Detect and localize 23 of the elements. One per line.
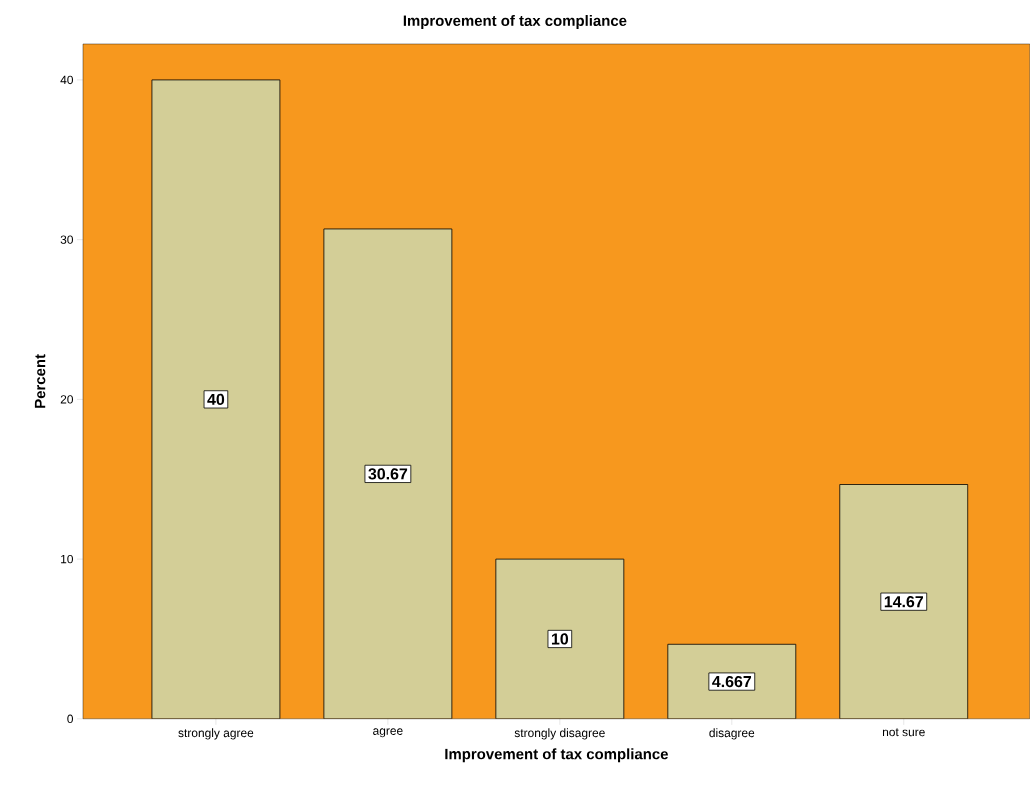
data-label: 40 bbox=[207, 393, 225, 406]
x-tick-label: disagree bbox=[709, 728, 755, 740]
bar bbox=[495, 558, 625, 719]
bar bbox=[839, 484, 969, 719]
bar bbox=[151, 79, 281, 719]
bar bbox=[323, 229, 452, 719]
data-label: 14.67 bbox=[884, 596, 923, 608]
x-axis-title: Improvement of tax compliance bbox=[445, 748, 668, 763]
bar bbox=[667, 643, 797, 719]
x-tick-label: strongly disagree bbox=[514, 728, 605, 740]
x-tick-label: strongly agree bbox=[178, 728, 254, 740]
y-tick-label: 40 bbox=[60, 75, 74, 85]
y-axis-title: Percent bbox=[34, 354, 46, 408]
data-label: 4.667 bbox=[712, 676, 752, 688]
y-tick-label: 30 bbox=[60, 235, 74, 244]
x-tick-label: not sure bbox=[882, 728, 925, 737]
chart-title: Improvement of tax compliance bbox=[403, 15, 627, 30]
data-label: 30.67 bbox=[368, 468, 408, 480]
x-tick-label: agree bbox=[373, 728, 403, 738]
y-tick-label: 10 bbox=[61, 554, 74, 564]
data-label: 10 bbox=[551, 633, 569, 645]
y-tick-label: 0 bbox=[67, 714, 74, 724]
y-tick-label: 20 bbox=[60, 395, 74, 404]
